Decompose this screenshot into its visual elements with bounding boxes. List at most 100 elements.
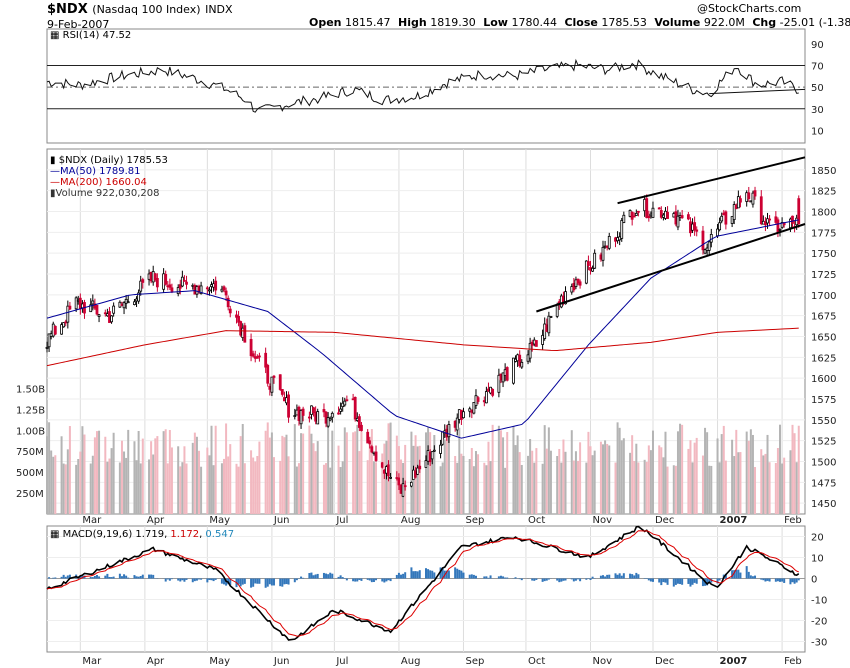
volume-bar [108, 458, 111, 514]
volume-bar [504, 467, 507, 514]
macd-hist-bar [606, 574, 609, 579]
macd-hist-bar [693, 578, 696, 583]
macd-hist-bar [679, 578, 682, 585]
price-y-tick: 1450 [811, 499, 836, 510]
volume-value: 922.0M [703, 16, 745, 29]
macd-panel [46, 525, 806, 653]
macd-hist-bar [270, 578, 273, 586]
rsi-frame [46, 28, 806, 144]
macd-hist-bar [329, 572, 332, 579]
volume-bar [514, 445, 517, 514]
x-tick-label: Sep [465, 656, 484, 667]
volume-bar [316, 441, 319, 514]
candle-body [564, 291, 567, 305]
x-tick-label: Jul [335, 515, 348, 526]
volume-bar [454, 456, 457, 514]
macd-hist-bar [791, 578, 794, 583]
candle-body [228, 308, 232, 314]
index-name: (Nasdaq 100 Index) [92, 3, 201, 16]
macd-hist-bar [229, 578, 232, 586]
volume-bar [214, 425, 217, 514]
candle-body [53, 325, 57, 335]
macd-hist-bar [433, 572, 436, 579]
candle-body [328, 418, 332, 421]
volume-bar [608, 445, 611, 514]
macd-hist-bar [168, 578, 171, 581]
candle-body [534, 340, 538, 347]
candle-body [307, 416, 311, 419]
macd-hist-bar [614, 573, 617, 579]
macd-hist-bar [366, 578, 369, 580]
ma50-legend: —MA(50) 1789.81 [50, 166, 168, 177]
price-y-tick: 1725 [811, 270, 836, 281]
candle-body [634, 212, 638, 216]
high-label: High [398, 16, 427, 29]
macd-hist-bar [591, 576, 594, 579]
macd-hist-bar [389, 578, 392, 582]
candle-body [410, 482, 413, 487]
candle-body [797, 198, 801, 224]
macd-hist-bar [779, 578, 782, 582]
macd-hist-bar [368, 578, 371, 581]
candle-body [753, 190, 757, 197]
volume-bar [95, 431, 98, 514]
volume-bar [433, 434, 436, 514]
volume-bar [666, 466, 669, 514]
macd-hist-bar [125, 575, 128, 579]
volume-bar [672, 465, 675, 514]
volume-bar [720, 434, 723, 514]
macd-hist-bar [252, 578, 255, 587]
macd-hist-bar [637, 574, 640, 579]
volume-bar [472, 466, 475, 514]
volume-y-tick: 1.50B [16, 384, 45, 395]
macd-hist-bar [666, 578, 669, 585]
macd-y-tick: 10 [811, 554, 824, 565]
candle-body [249, 338, 253, 357]
macd-hist-bar [556, 578, 559, 581]
macd-hist-bar [300, 576, 303, 579]
ma200-legend-text: MA(200) 1660.04 [60, 177, 147, 188]
volume-bar [46, 436, 48, 514]
candle-body [462, 411, 465, 419]
volume-bar [751, 434, 754, 514]
volume-bar [791, 424, 794, 514]
candle-body [339, 408, 343, 412]
volume-bar [177, 446, 180, 514]
candle-body [47, 333, 51, 348]
volume-bar [768, 462, 771, 514]
candle-body [45, 346, 49, 349]
macd-hist-bar [250, 578, 253, 588]
candle-body [645, 198, 649, 219]
macd-legend-label: MACD(9,19,6) [62, 529, 133, 540]
volume-bar [166, 463, 169, 514]
candle-body [153, 273, 157, 281]
candle-body [578, 281, 582, 286]
macd-hist-bar [518, 578, 521, 580]
volume-bar [287, 456, 290, 514]
volume-bar [258, 441, 261, 514]
macd-hist-bar [123, 574, 126, 579]
candle-body [243, 325, 247, 343]
volume-bar [516, 435, 519, 514]
candle-body [226, 297, 230, 308]
volume-bar [793, 433, 796, 514]
volume-bar [268, 437, 271, 514]
candle-body [251, 353, 255, 357]
macd-hist-bar [429, 570, 432, 579]
candle-body [505, 367, 509, 381]
candle-body [666, 211, 669, 219]
volume-bar [529, 438, 532, 514]
volume-y-tick: 250M [16, 489, 44, 500]
volume-bar [593, 450, 596, 514]
macd-hist-bar [749, 575, 752, 579]
candle-body [255, 356, 259, 359]
x-tick-label: Mar [82, 656, 102, 667]
macd-hist-bar [214, 578, 217, 580]
candle-body [637, 210, 640, 213]
macd-hist-bar [489, 575, 492, 579]
volume-bar [50, 450, 53, 514]
volume-bar [439, 466, 442, 514]
candle-body [387, 464, 390, 477]
candle-body [730, 216, 734, 224]
volume-bar [375, 462, 378, 514]
